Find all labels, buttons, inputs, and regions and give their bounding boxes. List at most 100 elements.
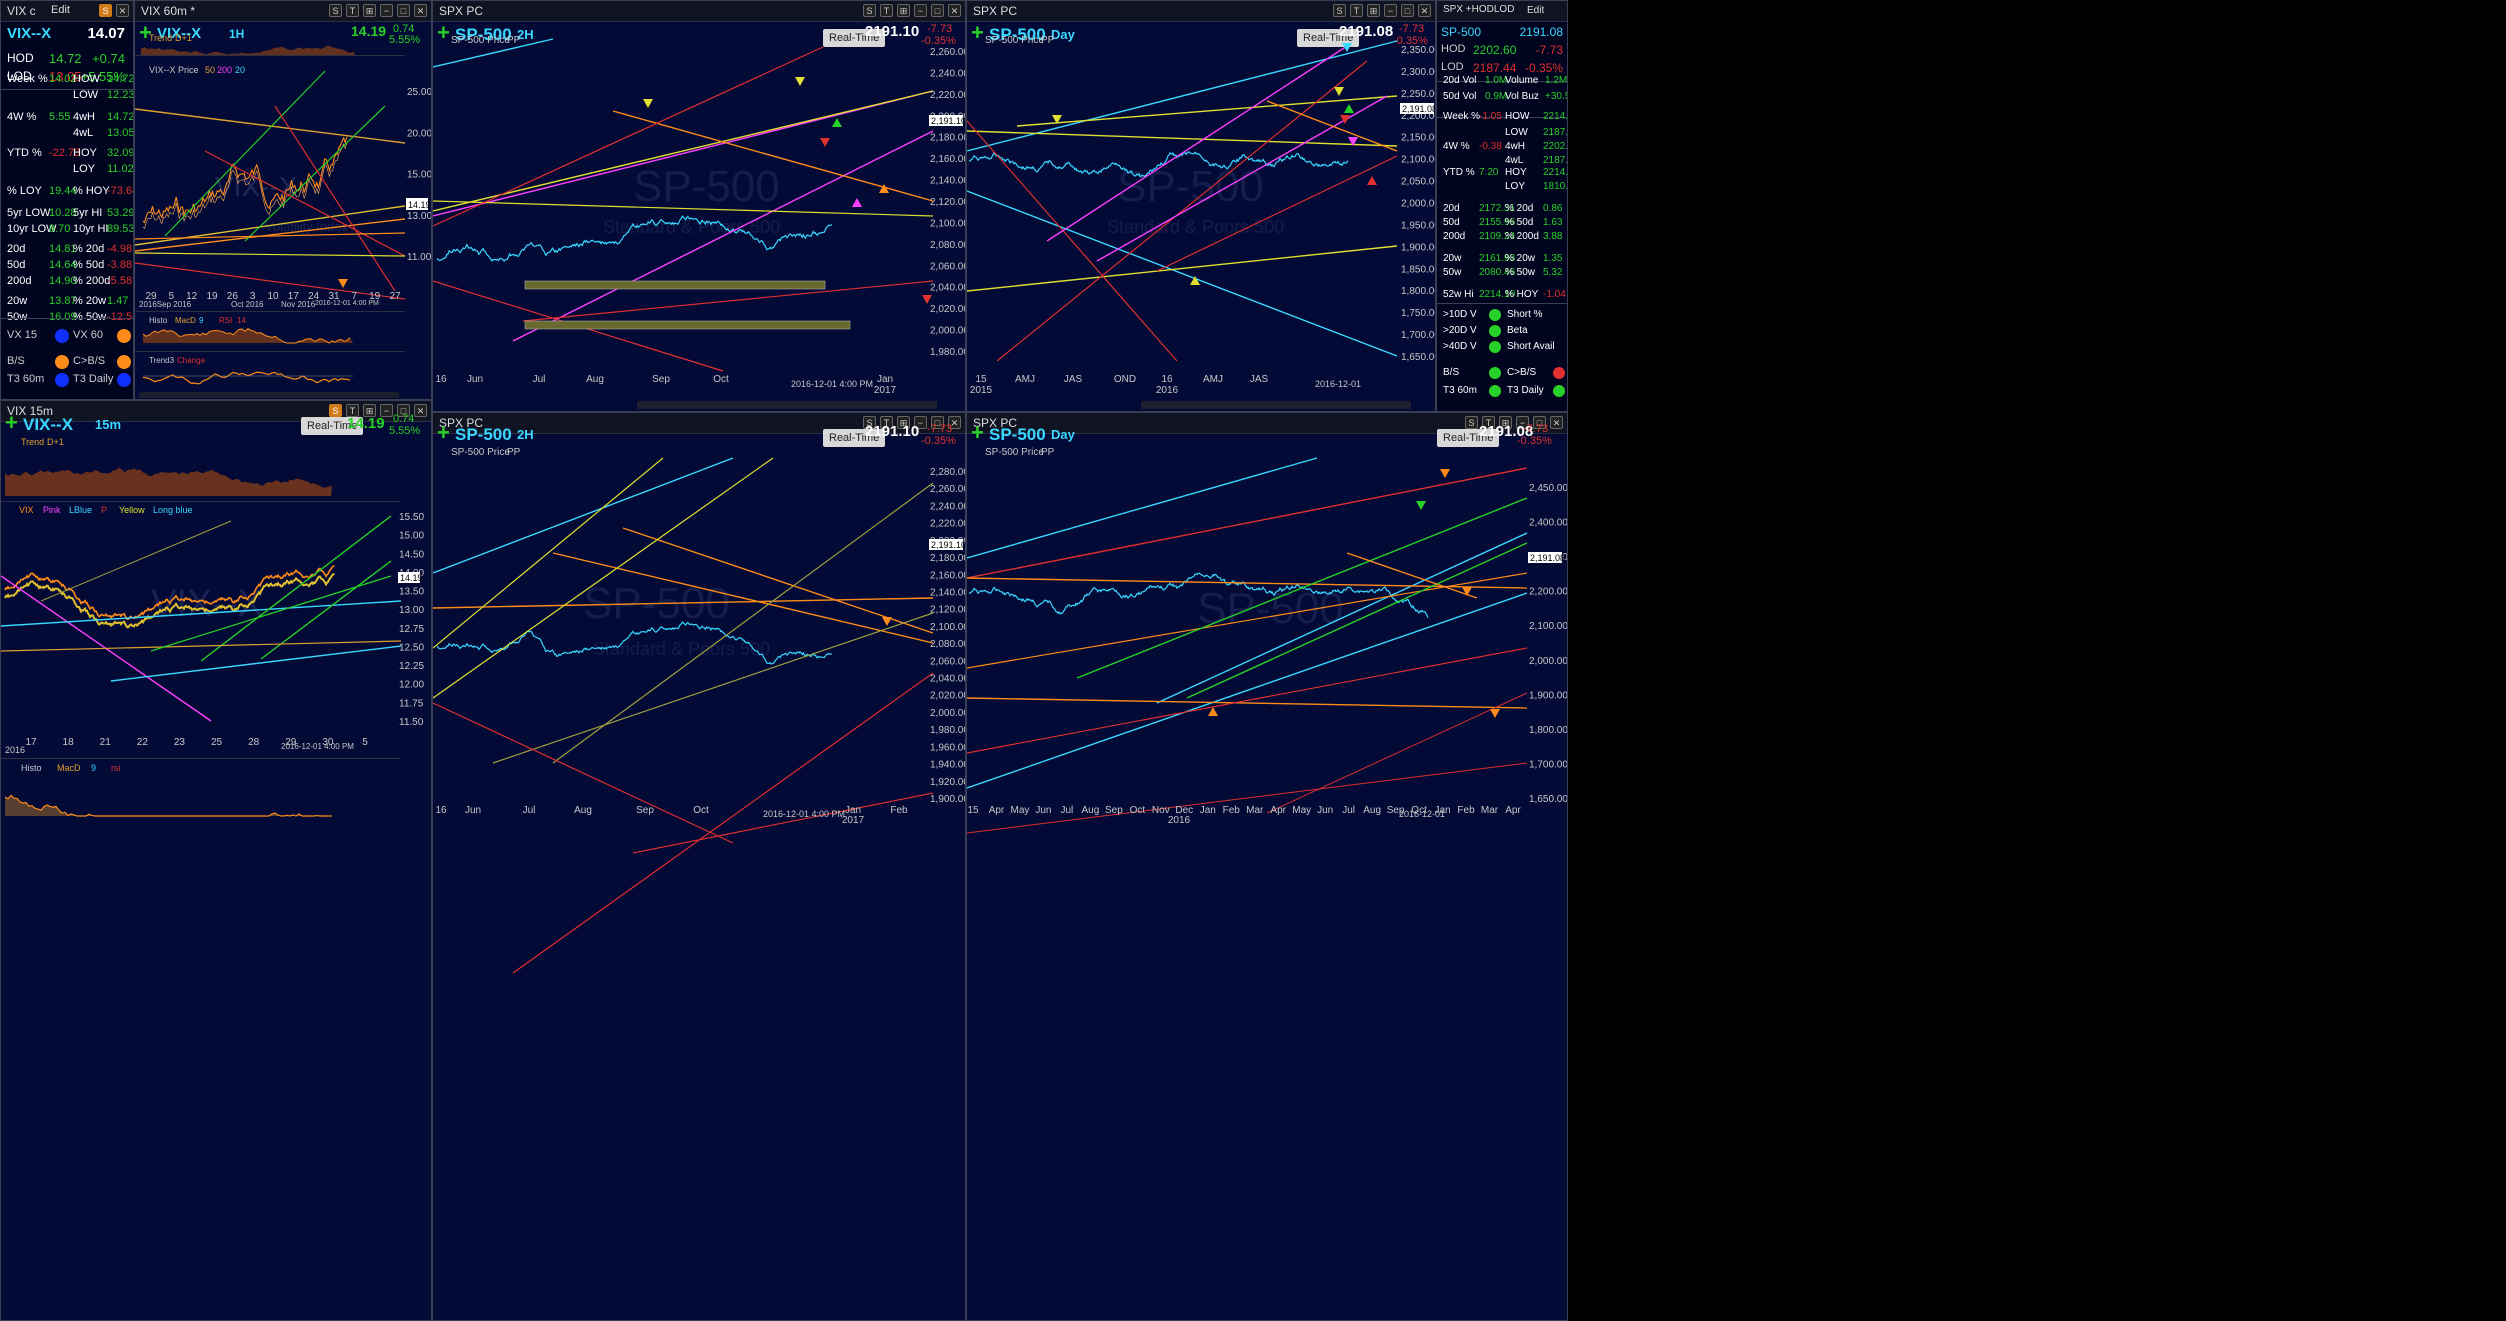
- link-icon[interactable]: ⊞: [897, 416, 910, 429]
- add-symbol-icon[interactable]: +: [971, 20, 984, 45]
- vix15-plot[interactable]: Trend D+1 VIX Pink LBlue P Yellow Long blue VIX-…: [1, 401, 432, 1321]
- s-icon[interactable]: S: [329, 4, 342, 17]
- spx-day-chart-top[interactable]: SPX PC S T ⊞ − □ ✕ + SP-500 Day Real-Time 219…: [966, 0, 1436, 412]
- spx-day-chart-bottom[interactable]: SPX PC S T ⊞ − □ ✕ + SP-500 Day Real-Time 219…: [966, 412, 1568, 1321]
- symbol-field[interactable]: SP-500: [455, 25, 512, 44]
- s-icon[interactable]: S: [1333, 4, 1346, 17]
- maximize-icon[interactable]: □: [397, 404, 410, 417]
- link-icon[interactable]: ⊞: [897, 4, 910, 17]
- timeframe-select[interactable]: Day: [1051, 27, 1075, 42]
- add-symbol-icon[interactable]: +: [437, 420, 450, 445]
- minimize-icon[interactable]: −: [380, 404, 393, 417]
- realtime-button[interactable]: Real-Time: [301, 417, 364, 435]
- vix-last: 14.07: [87, 25, 125, 42]
- symbol-field[interactable]: VIX--X: [23, 415, 74, 434]
- vix-15m-chart[interactable]: VIX 15m S T ⊞ − □ ✕ + VIX--X 15m Real-Time 14…: [0, 400, 432, 1321]
- s-icon[interactable]: S: [1465, 416, 1478, 429]
- y-tick-label: 2,260.00: [930, 47, 966, 58]
- minimize-icon[interactable]: −: [914, 4, 927, 17]
- stat-value: 89.53: [107, 223, 134, 235]
- t-icon[interactable]: T: [1482, 416, 1495, 429]
- realtime-button[interactable]: Real-Time: [1437, 429, 1500, 447]
- timeframe-select[interactable]: 2H: [517, 427, 534, 442]
- stat-value: 2109.24: [1479, 231, 1516, 242]
- t-icon[interactable]: T: [880, 4, 893, 17]
- close-icon[interactable]: ✕: [1550, 416, 1563, 429]
- realtime-button[interactable]: Real-Time: [823, 429, 886, 447]
- symbol-field[interactable]: SP-500: [455, 425, 512, 444]
- add-symbol-icon[interactable]: +: [5, 410, 18, 435]
- link-icon[interactable]: ⊞: [363, 404, 376, 417]
- x-tick-label: 2016: [1156, 385, 1179, 396]
- vix-quote-titlebar[interactable]: VIX c Edit S ✕: [1, 1, 133, 22]
- s-icon[interactable]: S: [329, 404, 342, 417]
- spxday-titlebar[interactable]: SPX PC S T ⊞ − □ ✕: [967, 1, 1435, 22]
- close-icon[interactable]: ✕: [1418, 4, 1431, 17]
- minimize-icon[interactable]: −: [380, 4, 393, 17]
- price-box-label: 2,191.10: [931, 116, 966, 126]
- t-icon[interactable]: T: [880, 416, 893, 429]
- spx-2h-chart-top[interactable]: SPX PC S T ⊞ − □ ✕ + SP-500 2H Real-Time 2191…: [432, 0, 966, 412]
- edit-button[interactable]: Edit: [51, 4, 70, 16]
- stat-label: LOW: [73, 89, 99, 101]
- x-tick-label: 30: [322, 737, 334, 748]
- spxday-bottom-plot[interactable]: SP-500 PricePPSP-5002,450.002,400.002,30…: [967, 413, 1568, 1321]
- y-tick-label: 2,080.00: [930, 240, 966, 251]
- y-tick-label: 1,750.00: [1401, 308, 1436, 319]
- spx2h-titlebar[interactable]: SPX PC S T ⊞ − □ ✕: [433, 1, 965, 22]
- vix15-titlebar[interactable]: VIX 15m S T ⊞ − □ ✕: [1, 401, 431, 422]
- realtime-button[interactable]: Real-Time: [823, 29, 886, 47]
- spx-quote-titlebar[interactable]: SPX +HODLOD Edit: [1437, 1, 1567, 22]
- maximize-icon[interactable]: □: [1401, 4, 1414, 17]
- timeframe-select[interactable]: 15m: [95, 417, 122, 432]
- t-icon[interactable]: T: [1350, 4, 1363, 17]
- maximize-icon[interactable]: □: [397, 4, 410, 17]
- t-icon[interactable]: T: [346, 4, 359, 17]
- support-line: [967, 245, 1398, 292]
- realtime-button[interactable]: Real-Time: [1297, 29, 1360, 47]
- close-icon[interactable]: ✕: [948, 4, 961, 17]
- timeframe-select[interactable]: Day: [1051, 427, 1075, 442]
- s-icon[interactable]: S: [863, 416, 876, 429]
- divider: [1, 501, 401, 502]
- link-icon[interactable]: ⊞: [363, 4, 376, 17]
- channel-line: [433, 457, 664, 649]
- symbol-field[interactable]: VIX--X: [157, 25, 202, 42]
- minimize-icon[interactable]: −: [1516, 416, 1529, 429]
- close-icon[interactable]: ✕: [116, 4, 129, 17]
- close-icon[interactable]: ✕: [948, 416, 961, 429]
- signal-row: >40D V Short Avail: [1443, 341, 1561, 357]
- add-symbol-icon[interactable]: +: [971, 420, 984, 445]
- legend-label: SP-500 Price: [985, 447, 1044, 458]
- vix-60m-chart[interactable]: VIX 60m * S T ⊞ − □ ✕ + VIX--X 1H 14.19 0.74 …: [134, 0, 432, 400]
- close-icon[interactable]: ✕: [414, 404, 427, 417]
- spx2h-b-titlebar[interactable]: SPX PC S T ⊞ − □ ✕: [433, 413, 965, 434]
- spx-2h-chart-bottom[interactable]: SPX PC S T ⊞ − □ ✕ + SP-500 2H Real-Time 2191…: [432, 412, 966, 1321]
- timeframe-select[interactable]: 1H: [229, 27, 245, 41]
- minimize-icon[interactable]: −: [914, 416, 927, 429]
- add-symbol-icon[interactable]: +: [139, 20, 152, 45]
- spxday-b-titlebar[interactable]: SPX PC S T ⊞ − □ ✕: [967, 413, 1567, 434]
- s-icon[interactable]: S: [863, 4, 876, 17]
- timeframe-select[interactable]: 2H: [517, 27, 534, 42]
- symbol-field[interactable]: SP-500: [989, 25, 1046, 44]
- add-symbol-icon[interactable]: +: [437, 20, 450, 45]
- link-icon[interactable]: ⊞: [1499, 416, 1512, 429]
- s-badge-icon[interactable]: S: [99, 4, 112, 17]
- maximize-icon[interactable]: □: [1533, 416, 1546, 429]
- edit-button[interactable]: Edit: [1527, 5, 1545, 16]
- channel-line: [522, 280, 934, 322]
- stat-value: 7.20: [1479, 167, 1499, 178]
- minimize-icon[interactable]: −: [1384, 4, 1397, 17]
- maximize-icon[interactable]: □: [931, 4, 944, 17]
- close-icon[interactable]: ✕: [414, 4, 427, 17]
- link-icon[interactable]: ⊞: [1367, 4, 1380, 17]
- maximize-icon[interactable]: □: [931, 416, 944, 429]
- t-icon[interactable]: T: [346, 404, 359, 417]
- vix60-titlebar[interactable]: VIX 60m * S T ⊞ − □ ✕: [135, 1, 431, 22]
- symbol-field[interactable]: SP-500: [989, 425, 1046, 444]
